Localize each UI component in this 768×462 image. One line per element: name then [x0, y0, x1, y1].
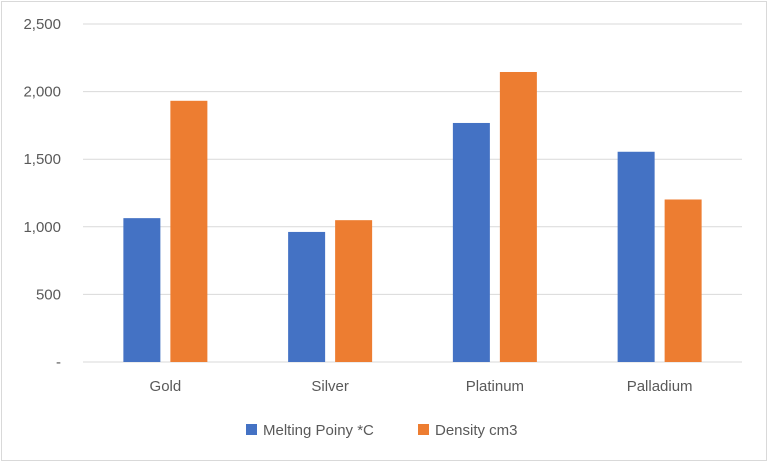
bar-palladium-series-1: [664, 199, 702, 362]
bar-silver-series-1: [335, 220, 373, 362]
x-category-label: Palladium: [627, 378, 693, 395]
bar-platinum-series-1: [499, 71, 537, 362]
bar-silver-series-0: [288, 231, 326, 362]
bars: [123, 71, 702, 362]
legend-swatch-melting-point: [246, 424, 257, 435]
x-category-label: Silver: [311, 378, 349, 395]
bar-palladium-series-0: [617, 151, 655, 362]
x-category-label: Platinum: [466, 378, 524, 395]
bar-gold-series-0: [123, 218, 161, 362]
y-tick-label: 2,000: [23, 84, 61, 101]
y-tick-label: 1,500: [23, 151, 61, 168]
legend-swatch-density: [418, 424, 429, 435]
legend: Melting Poiny *C Density cm3: [246, 422, 518, 439]
y-tick-label: 1,000: [23, 219, 61, 236]
legend-label-density: Density cm3: [435, 422, 518, 439]
bar-gold-series-1: [170, 100, 208, 362]
y-tick-label: -: [56, 354, 61, 371]
legend-label-melting-point: Melting Poiny *C: [263, 422, 374, 439]
x-axis: Gold Silver Platinum Palladium: [150, 378, 693, 395]
x-category-label: Gold: [150, 378, 182, 395]
y-axis: - 500 1,000 1,500 2,000 2,500: [23, 16, 61, 371]
y-tick-label: 500: [36, 286, 61, 303]
y-tick-label: 2,500: [23, 16, 61, 33]
bar-platinum-series-0: [452, 122, 490, 362]
